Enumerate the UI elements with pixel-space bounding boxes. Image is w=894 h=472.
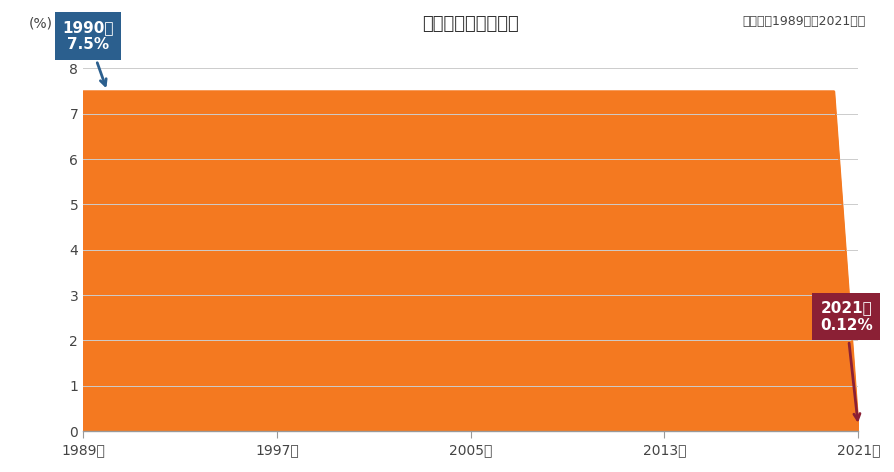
- Text: 2021年
0.12%: 2021年 0.12%: [819, 300, 872, 420]
- Text: （期間：1989年～2021年）: （期間：1989年～2021年）: [742, 15, 865, 28]
- Text: 1990年
7.5%: 1990年 7.5%: [62, 20, 114, 85]
- Y-axis label: (%): (%): [29, 16, 53, 30]
- Title: 定期預金金利の推移: 定期預金金利の推移: [422, 15, 519, 33]
